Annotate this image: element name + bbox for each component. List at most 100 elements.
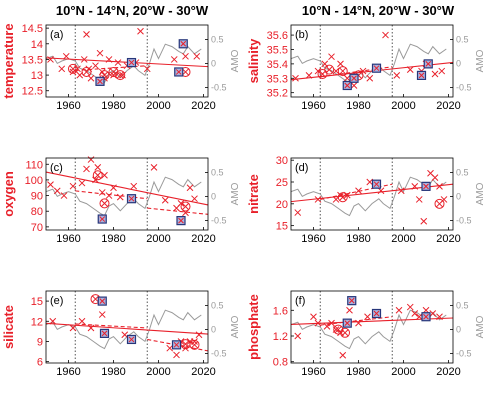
x-marker-18 (177, 200, 185, 207)
square-cross-1 (128, 59, 135, 66)
y-tick-label-0: 12.5 (22, 86, 43, 98)
x-marker-11 (395, 306, 403, 314)
x-marker-23 (182, 52, 189, 60)
x-marker-11 (105, 192, 113, 199)
x-marker-16 (431, 70, 439, 78)
y-tick-label-0: 35.2 (267, 88, 288, 100)
x-marker-1 (305, 72, 313, 79)
x-marker-1 (314, 196, 322, 203)
x-marker-11 (382, 31, 389, 39)
x-tick-label-1: 1980 (346, 100, 370, 112)
y-tick-label-1: 80 (31, 206, 43, 218)
circled-marker-2 (180, 201, 191, 212)
x-marker-2 (314, 67, 322, 75)
x-marker-3 (69, 182, 77, 190)
x-marker-7 (343, 74, 351, 82)
circled-marker-4 (115, 70, 126, 81)
x-marker-10 (101, 171, 108, 179)
x-marker-13 (411, 310, 419, 317)
x-tick-label-3: 2020 (191, 233, 215, 245)
y2-tick-label-2: 0.5 (211, 34, 224, 44)
y2-tick-label-0: -0.5 (211, 82, 227, 92)
square-cross-2 (128, 336, 135, 343)
x-marker-10 (366, 74, 374, 82)
x-tick-label-0: 1960 (56, 366, 80, 378)
x-tick-label-2: 2000 (146, 366, 170, 378)
circled-cross-1 (436, 200, 443, 208)
y-tick-label-1: 9 (37, 336, 43, 348)
x-marker-5 (83, 165, 90, 173)
y-axis-label: nitrate (246, 174, 261, 214)
x-marker-8 (350, 82, 358, 89)
x-marker-4 (328, 53, 335, 61)
x-marker-13 (116, 193, 124, 201)
x-marker-2 (314, 319, 322, 327)
y-tick-label-0: 0.8 (273, 357, 288, 369)
x-marker-12 (406, 303, 414, 311)
y-tick-label-2: 1.6 (273, 305, 288, 317)
trend-dashed-line-2 (147, 338, 209, 352)
square-cross-0 (99, 216, 106, 222)
circled-cross-1 (341, 329, 349, 337)
y2-tick-label-2: 0.5 (456, 300, 469, 310)
y-tick-label-3: 15 (31, 296, 43, 308)
y2-tick-label-1: 0 (211, 191, 216, 201)
x-marker-0 (47, 181, 54, 188)
x-marker-21 (143, 65, 151, 73)
square-cross-2 (373, 65, 380, 72)
x-marker-10 (415, 196, 423, 203)
x-marker-1 (310, 313, 317, 321)
x-tick-label-1: 1980 (346, 366, 370, 378)
y-axis-label: oxygen (1, 171, 16, 217)
axes-box (290, 157, 454, 231)
circled-cross-2 (339, 67, 347, 75)
x-marker-13 (406, 66, 414, 73)
y-tick-label-4: 35.6 (267, 30, 288, 42)
amo-series-line (45, 309, 202, 350)
amo-series-line (45, 176, 202, 217)
x-marker-12 (110, 184, 117, 192)
x-marker-22 (170, 56, 178, 63)
y2-axis-label: AMO (475, 49, 486, 72)
x-marker-10 (92, 62, 99, 70)
amo-series-line (290, 176, 447, 217)
y-tick-label-0: 15 (276, 221, 288, 233)
axes-box (45, 290, 209, 364)
circled-cross-0 (69, 65, 77, 73)
y2-tick-label-1: 0 (456, 58, 461, 68)
x-tick-label-3: 2020 (436, 366, 460, 378)
y2-tick-label-1: 0 (211, 324, 216, 334)
x-marker-17 (436, 313, 443, 321)
x-marker-14 (105, 56, 113, 63)
panel-1: 1960 1980 2000 2020 35.2 35.3 35.4 35.5 35.6 -0.5… (246, 24, 486, 112)
x-marker-7 (83, 31, 90, 38)
x-marker-2 (62, 52, 70, 60)
square-cross-1 (351, 75, 357, 82)
x-tick-label-1: 1980 (101, 100, 125, 112)
x-marker-0 (47, 56, 54, 63)
x-marker-7 (173, 351, 180, 359)
y2-tick-label-2: 0.5 (211, 300, 224, 310)
x-marker-3 (69, 68, 77, 76)
x-marker-1 (58, 65, 66, 73)
panel-label: (b) (295, 29, 308, 41)
x-marker-16 (429, 310, 437, 317)
x-marker-11 (191, 338, 198, 345)
x-marker-4 (78, 179, 86, 187)
circled-cross-0 (319, 70, 326, 78)
x-marker-24 (193, 52, 201, 60)
x-tick-label-3: 2020 (436, 233, 460, 245)
x-marker-11 (420, 217, 428, 225)
y2-axis-label: AMO (230, 315, 241, 338)
x-marker-0 (294, 209, 302, 216)
circled-cross-1 (182, 340, 189, 348)
y2-tick-label-0: -0.5 (456, 348, 472, 358)
x-marker-20 (137, 27, 144, 35)
circled-cross-4 (116, 71, 124, 79)
x-marker-21 (191, 195, 198, 203)
y-tick-label-1: 13 (31, 70, 43, 82)
panel-label: (d) (295, 162, 308, 174)
x-marker-4 (328, 319, 335, 327)
x-tick-label-2: 2000 (146, 233, 170, 245)
x-marker-6 (87, 156, 95, 163)
